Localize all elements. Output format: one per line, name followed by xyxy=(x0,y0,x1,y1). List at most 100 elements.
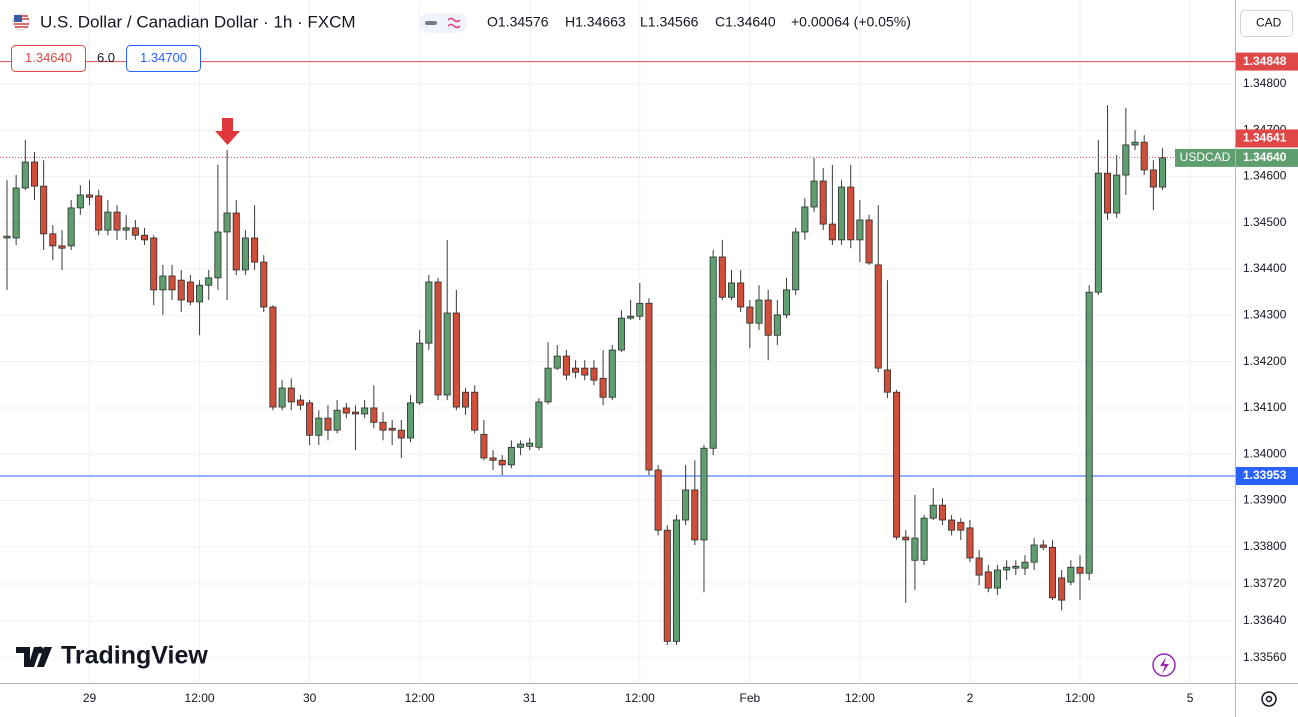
candle-body xyxy=(627,315,635,319)
candle-body xyxy=(1058,577,1066,601)
candle-body xyxy=(819,180,827,225)
y-tick-label: 1.33800 xyxy=(1243,539,1287,553)
ohlc-high: H1.34663 xyxy=(565,14,626,30)
candle-body xyxy=(1113,174,1121,214)
candle-body xyxy=(471,391,479,431)
candle-body xyxy=(67,207,75,247)
price-label-box xyxy=(1236,467,1298,486)
ohlc-close: C1.34640 xyxy=(715,14,776,30)
candle-body xyxy=(306,402,314,436)
candle-body xyxy=(700,447,708,541)
candle-body xyxy=(333,409,341,431)
candle-body xyxy=(608,349,616,398)
candle-body xyxy=(1030,544,1038,563)
candle-body xyxy=(838,186,846,241)
candle-body xyxy=(498,459,506,466)
candle-body xyxy=(462,391,470,408)
candle-body xyxy=(223,212,231,233)
y-tick-label: 1.34500 xyxy=(1243,215,1287,229)
price-label: 1.33953 xyxy=(1243,468,1287,482)
logo-mark xyxy=(36,646,44,654)
candle-body xyxy=(599,377,607,398)
x-tick-label: 29 xyxy=(83,691,97,705)
candle-body xyxy=(682,489,690,521)
candle-body xyxy=(342,407,350,414)
y-tick-label: 1.34300 xyxy=(1243,308,1287,322)
x-tick-label: 2 xyxy=(967,691,974,705)
candle-body xyxy=(489,457,497,461)
status-pill[interactable] xyxy=(419,13,467,33)
candle-body xyxy=(672,519,680,642)
candle-body xyxy=(1140,141,1148,171)
candle-body xyxy=(1122,144,1130,176)
candle-body xyxy=(122,227,130,231)
y-tick-label: 1.33560 xyxy=(1243,650,1287,664)
axis-labels: 1.348001.347001.346001.345001.344001.343… xyxy=(83,76,1287,705)
candle-body xyxy=(883,369,891,393)
candle-body xyxy=(1021,561,1029,569)
price-label: 1.34848 xyxy=(1243,54,1287,68)
candle-body xyxy=(553,355,561,369)
y-tick-label: 1.33640 xyxy=(1243,613,1287,627)
candle-body xyxy=(168,275,176,291)
candle-body xyxy=(296,399,304,406)
candle-body xyxy=(177,279,185,301)
candle-body xyxy=(663,529,671,642)
symbol-label: USDCAD xyxy=(1180,150,1231,164)
candle-body xyxy=(691,489,699,541)
candle-body xyxy=(379,421,387,431)
candle-body xyxy=(141,234,149,241)
candle-body xyxy=(718,256,726,298)
y-tick-label: 1.34100 xyxy=(1243,400,1287,414)
status-icon xyxy=(425,21,437,25)
candle-body xyxy=(416,342,424,404)
y-tick-label: 1.33720 xyxy=(1243,576,1287,590)
currency[interactable]: CAD xyxy=(1256,16,1282,30)
candle-body xyxy=(581,367,589,376)
symbol-title[interactable]: U.S. Dollar / Canadian Dollar · 1h · FXC… xyxy=(40,12,356,31)
candle-body xyxy=(911,537,919,561)
candle-body xyxy=(324,417,332,431)
buy-button[interactable] xyxy=(126,45,201,72)
candle-body xyxy=(874,264,882,369)
currency-button[interactable] xyxy=(1240,10,1293,37)
candle-body xyxy=(737,282,745,308)
logo: TradingView xyxy=(61,642,208,670)
candle-body xyxy=(507,446,515,466)
candle-body xyxy=(150,237,158,291)
candle-body xyxy=(196,284,204,303)
settings-icon[interactable] xyxy=(1261,691,1277,707)
candle-body xyxy=(159,275,167,291)
sell-price[interactable]: 1.34640 xyxy=(25,50,72,65)
lightning-icon[interactable] xyxy=(1152,653,1176,677)
candle-body xyxy=(287,387,295,403)
candle-body xyxy=(232,212,240,271)
candle-body xyxy=(544,367,552,403)
candle-body xyxy=(1039,544,1047,548)
candle-body xyxy=(902,536,910,541)
candle-body xyxy=(535,401,543,448)
ohlc-open: O1.34576 xyxy=(487,14,549,30)
candle-body xyxy=(865,219,873,264)
candle-body xyxy=(425,281,433,344)
sell-button[interactable] xyxy=(11,45,86,72)
candle-body xyxy=(131,227,139,236)
x-tick-label: 12:00 xyxy=(405,691,435,705)
buy-price[interactable]: 1.34700 xyxy=(140,50,187,65)
candle-body xyxy=(893,391,901,538)
logo-mark xyxy=(37,647,52,667)
candle-body xyxy=(727,282,736,298)
price-axis xyxy=(1235,0,1298,717)
candle-body xyxy=(251,237,259,263)
candle-body xyxy=(186,281,194,303)
candle-body xyxy=(975,557,983,576)
candle-body xyxy=(1085,291,1093,574)
candle-body xyxy=(828,223,836,241)
flag-icon xyxy=(14,15,22,22)
status-icon xyxy=(447,17,461,29)
price-label: 1.34641 xyxy=(1243,131,1287,145)
candle-body xyxy=(920,517,928,561)
y-tick-label: 1.34200 xyxy=(1243,354,1287,368)
candle-body xyxy=(654,469,662,531)
candle-body xyxy=(1067,566,1075,583)
